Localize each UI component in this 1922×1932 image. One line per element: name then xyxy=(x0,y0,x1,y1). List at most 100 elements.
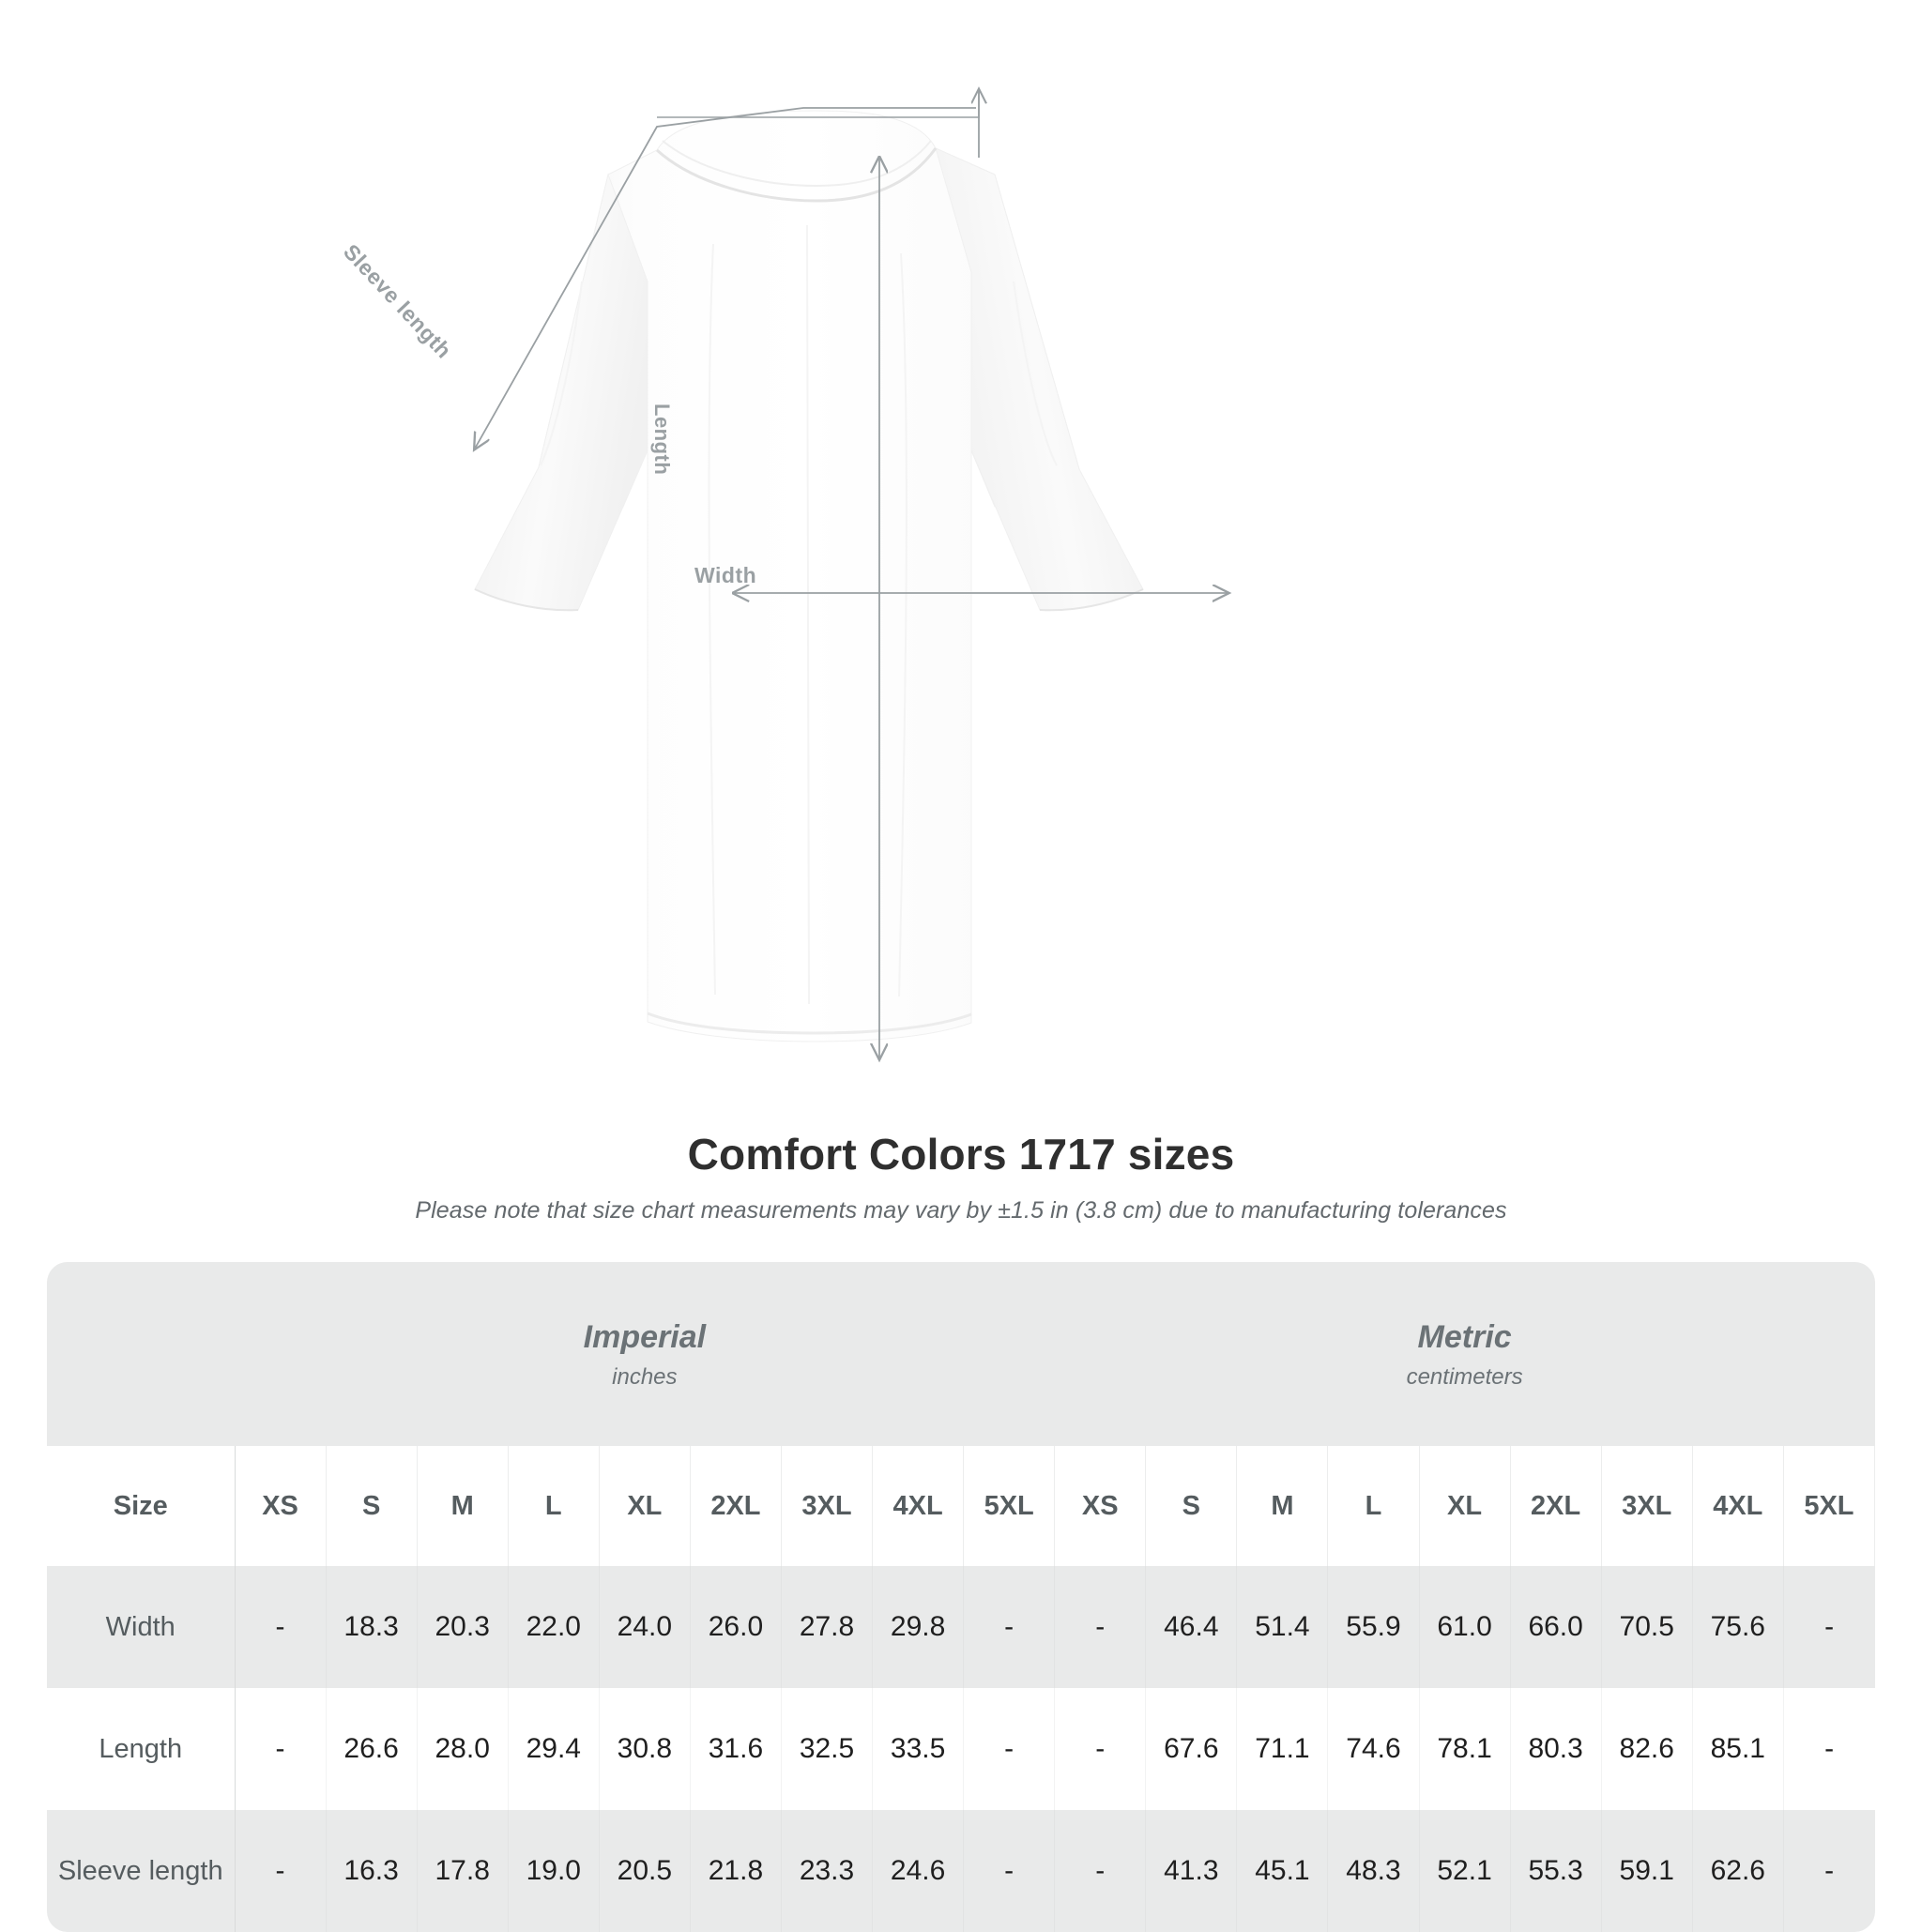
size-header-metric-m: M xyxy=(1236,1446,1329,1566)
size-header-imperial-2xl: 2XL xyxy=(690,1446,782,1566)
cell-sleeve-length-imperial-5xl: - xyxy=(963,1810,1056,1932)
cell-sleeve-length-imperial-s: 16.3 xyxy=(326,1810,418,1932)
cell-sleeve-length-metric-2xl: 55.3 xyxy=(1510,1810,1602,1932)
cell-sleeve-length-metric-xl: 52.1 xyxy=(1419,1810,1511,1932)
size-header-metric-4xl: 4XL xyxy=(1692,1446,1784,1566)
cell-length-metric-5xl: - xyxy=(1783,1688,1875,1810)
cell-sleeve-length-imperial-2xl: 21.8 xyxy=(690,1810,782,1932)
cell-sleeve-length-imperial-m: 17.8 xyxy=(417,1810,509,1932)
page-title: Comfort Colors 1717 sizes xyxy=(687,1130,1235,1179)
cell-width-metric-2xl: 66.0 xyxy=(1510,1566,1602,1688)
cell-sleeve-length-metric-s: 41.3 xyxy=(1145,1810,1238,1932)
size-header-imperial-xs: XS xyxy=(235,1446,327,1566)
cell-width-metric-4xl: 75.6 xyxy=(1692,1566,1784,1688)
cell-sleeve-length-imperial-l: 19.0 xyxy=(508,1810,600,1932)
size-header-metric-l: L xyxy=(1327,1446,1420,1566)
cell-sleeve-length-imperial-xs: - xyxy=(235,1810,327,1932)
cell-width-metric-3xl: 70.5 xyxy=(1601,1566,1693,1688)
size-header-imperial-xl: XL xyxy=(599,1446,691,1566)
row-label-width: Width xyxy=(47,1566,236,1688)
size-header-imperial-m: M xyxy=(417,1446,509,1566)
cell-length-imperial-m: 28.0 xyxy=(417,1688,509,1810)
cell-length-imperial-s: 26.6 xyxy=(326,1688,418,1810)
cell-length-metric-xl: 78.1 xyxy=(1419,1688,1511,1810)
cell-width-metric-m: 51.4 xyxy=(1236,1566,1329,1688)
cell-width-imperial-4xl: 29.8 xyxy=(872,1566,965,1688)
tshirt-diagram: Sleeve length Length Width xyxy=(0,0,1922,1117)
cell-width-metric-xl: 61.0 xyxy=(1419,1566,1511,1688)
cell-sleeve-length-metric-xs: - xyxy=(1054,1810,1147,1932)
cell-width-imperial-m: 20.3 xyxy=(417,1566,509,1688)
table-row: Sleeve length -16.3 17.8 19.0 20.5 21.8 23.3 24… xyxy=(47,1810,1875,1932)
table-head: Imperial inches Metric centimeters Size … xyxy=(47,1262,1875,1566)
size-chart-table: Imperial inches Metric centimeters Size … xyxy=(47,1262,1875,1932)
unit-group-imperial-sub: inches xyxy=(612,1364,678,1391)
shirt-left-sleeve xyxy=(474,173,648,612)
cell-width-metric-xs: - xyxy=(1054,1566,1147,1688)
cell-length-metric-4xl: 85.1 xyxy=(1692,1688,1784,1810)
cell-width-imperial-xs: - xyxy=(235,1566,327,1688)
cell-length-imperial-xs: - xyxy=(235,1688,327,1810)
cell-length-metric-3xl: 82.6 xyxy=(1601,1688,1693,1810)
cell-length-imperial-5xl: - xyxy=(963,1688,1056,1810)
cell-width-metric-s: 46.4 xyxy=(1145,1566,1238,1688)
cell-sleeve-length-metric-5xl: - xyxy=(1783,1810,1875,1932)
cell-width-imperial-l: 22.0 xyxy=(508,1566,600,1688)
size-chart-table-container: Imperial inches Metric centimeters Size … xyxy=(47,1262,1875,1932)
cell-length-imperial-xl: 30.8 xyxy=(599,1688,691,1810)
size-header-imperial-3xl: 3XL xyxy=(781,1446,874,1566)
cell-length-metric-2xl: 80.3 xyxy=(1510,1688,1602,1810)
shirt-hem xyxy=(647,1012,972,1035)
cell-length-imperial-2xl: 31.6 xyxy=(690,1688,782,1810)
width-diagram-label: Width xyxy=(694,563,757,587)
cell-length-metric-m: 71.1 xyxy=(1236,1688,1329,1810)
cell-width-imperial-3xl: 27.8 xyxy=(781,1566,874,1688)
unit-group-metric: Metric centimeters xyxy=(1054,1262,1875,1446)
shirt-collar xyxy=(655,140,938,203)
table-row: Width -18.3 20.3 22.0 24.0 26.0 27.8 29.8- -46.4… xyxy=(47,1566,1875,1688)
chart-heading-block: Comfort Colors 1717 sizes Please note th… xyxy=(0,1131,1922,1225)
size-header-metric-3xl: 3XL xyxy=(1601,1446,1693,1566)
size-header-metric-2xl: 2XL xyxy=(1510,1446,1602,1566)
tolerance-note: Please note that size chart measurements… xyxy=(415,1196,1507,1224)
cell-sleeve-length-metric-l: 48.3 xyxy=(1327,1810,1420,1932)
tshirt-illustration xyxy=(0,0,1922,1117)
size-header-imperial-s: S xyxy=(326,1446,418,1566)
cell-sleeve-length-metric-m: 45.1 xyxy=(1236,1810,1329,1932)
cell-length-metric-l: 74.6 xyxy=(1327,1688,1420,1810)
cell-length-metric-xs: - xyxy=(1054,1688,1147,1810)
cell-sleeve-length-metric-4xl: 62.6 xyxy=(1692,1810,1784,1932)
unit-group-imperial: Imperial inches xyxy=(235,1262,1055,1446)
cell-width-imperial-2xl: 26.0 xyxy=(690,1566,782,1688)
unit-system-header-row: Imperial inches Metric centimeters xyxy=(47,1262,1875,1446)
cell-sleeve-length-imperial-xl: 20.5 xyxy=(599,1810,691,1932)
cell-length-imperial-3xl: 32.5 xyxy=(781,1688,874,1810)
unit-header-corner xyxy=(47,1262,235,1446)
cell-length-metric-s: 67.6 xyxy=(1145,1688,1238,1810)
size-header-metric-xl: XL xyxy=(1419,1446,1511,1566)
cell-width-imperial-xl: 24.0 xyxy=(599,1566,691,1688)
size-header-imperial-4xl: 4XL xyxy=(872,1446,965,1566)
size-header-row: Size XS S M L XL 2XL 3XL 4XL 5XL XS S M L XL 2XL 3XL 4XL… xyxy=(47,1446,1875,1566)
cell-sleeve-length-imperial-4xl: 24.6 xyxy=(872,1810,965,1932)
cell-width-imperial-s: 18.3 xyxy=(326,1566,418,1688)
cell-width-imperial-5xl: - xyxy=(963,1566,1056,1688)
size-header-imperial-5xl: 5XL xyxy=(963,1446,1056,1566)
unit-group-imperial-name: Imperial xyxy=(583,1318,707,1355)
size-header-label: Size xyxy=(47,1446,236,1566)
size-header-metric-xs: XS xyxy=(1054,1446,1147,1566)
cell-width-metric-5xl: - xyxy=(1783,1566,1875,1688)
size-header-metric-s: S xyxy=(1145,1446,1238,1566)
cell-sleeve-length-metric-3xl: 59.1 xyxy=(1601,1810,1693,1932)
size-header-imperial-l: L xyxy=(508,1446,600,1566)
row-label-length: Length xyxy=(47,1688,236,1810)
size-header-metric-5xl: 5XL xyxy=(1783,1446,1875,1566)
cell-sleeve-length-imperial-3xl: 23.3 xyxy=(781,1810,874,1932)
unit-group-metric-sub: centimeters xyxy=(1406,1364,1523,1391)
table-row: Length -26.6 28.0 29.4 30.8 31.6 32.5 33.5- -67.… xyxy=(47,1688,1875,1810)
cell-width-metric-l: 55.9 xyxy=(1327,1566,1420,1688)
row-label-sleeve-length: Sleeve length xyxy=(47,1810,236,1932)
length-diagram-label: Length xyxy=(650,403,674,476)
cell-length-imperial-l: 29.4 xyxy=(508,1688,600,1810)
table-body: Width -18.3 20.3 22.0 24.0 26.0 27.8 29.8- -46.4… xyxy=(47,1566,1875,1932)
